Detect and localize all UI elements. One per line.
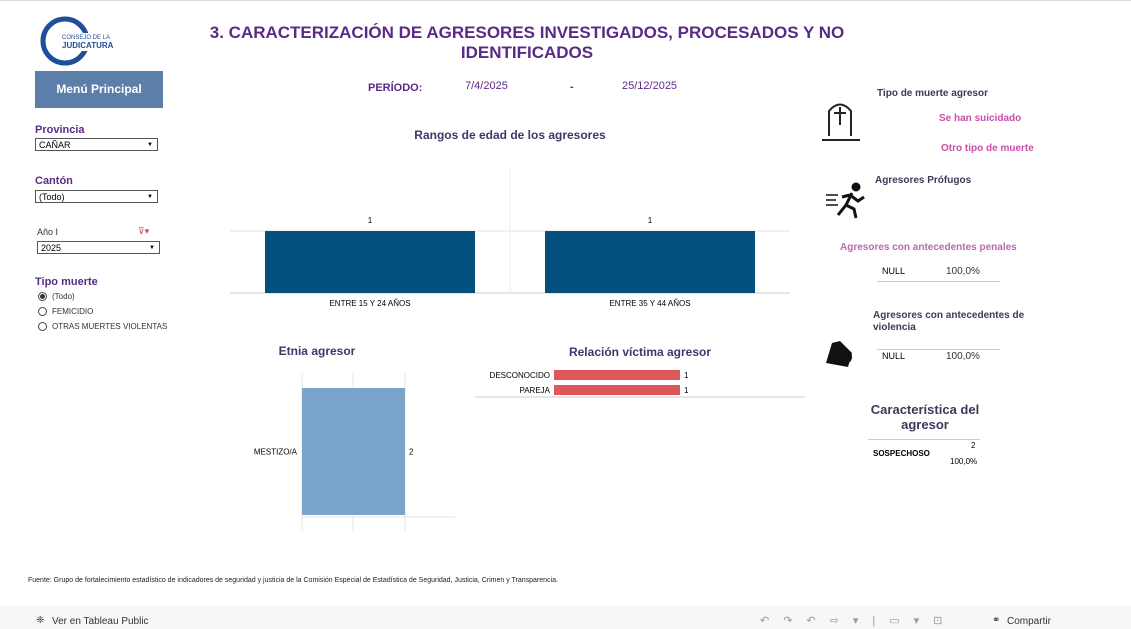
radio-label[interactable]: OTRAS MUERTES VIOLENTAS: [52, 322, 168, 331]
category-label: DESCONOCIDO: [490, 371, 550, 380]
filter-label: Año I: [37, 227, 59, 237]
period-start: 7/4/2025: [465, 80, 508, 92]
radio-label[interactable]: FEMICIDIO: [52, 307, 94, 316]
bar: [265, 231, 475, 293]
footer: Fuente: Grupo de fortalecimiento estadís…: [28, 577, 558, 584]
view-link[interactable]: Ver en Tableau Public: [52, 616, 149, 627]
side-title: Agresores Prófugos: [875, 175, 972, 186]
filter-label: Cantón: [35, 175, 73, 187]
dropdown[interactable]: CAÑAR: [35, 138, 158, 152]
category-label: PAREJA: [519, 386, 550, 395]
radio-label[interactable]: (Todo): [52, 292, 75, 301]
side-title: Característica del agresor: [870, 402, 980, 432]
side-title: Tipo de muerte agresor: [877, 88, 988, 99]
side-item: Se han suicidado: [939, 113, 1022, 124]
radio[interactable]: [38, 292, 47, 301]
logo-line1: CONSEJO DE LA: [62, 35, 110, 41]
category-label: MESTIZO/A: [254, 448, 298, 457]
chart-title: Relación víctima agresor: [569, 345, 711, 359]
dropdown[interactable]: (Todo): [35, 190, 158, 204]
data-label: 1: [368, 216, 373, 225]
row-line: [877, 281, 1000, 282]
side-item: Otro tipo de muerte: [941, 143, 1034, 154]
tombstone-icon: [822, 103, 860, 141]
period-separator: -: [570, 81, 574, 93]
side-title: Agresores con antecedentes penales: [840, 242, 1017, 253]
dropdown[interactable]: 2025: [37, 241, 160, 255]
menu-button-bg[interactable]: [35, 71, 163, 108]
bar: [302, 388, 405, 515]
table-cell: 100,0%: [946, 351, 980, 362]
share-icon[interactable]: ⚭: [992, 615, 1001, 626]
row-line: [868, 439, 980, 440]
logo-line2: JUDICATURA: [62, 41, 114, 50]
table-cell: NULL: [882, 266, 906, 276]
bar: [554, 385, 680, 395]
side-title: Agresores con antecedentes de violencia: [873, 310, 1025, 333]
table-cell: 2: [971, 441, 976, 450]
share-button[interactable]: Compartir: [1007, 616, 1051, 627]
title-text: 3. CARACTERIZACIÓN DE AGRESORES INVESTIG…: [209, 23, 845, 62]
data-label: 1: [648, 216, 653, 225]
period-label: PERÍODO:: [368, 82, 423, 94]
dashboard-title: 3. CARACTERIZACIÓN DE AGRESORES INVESTIG…: [197, 23, 857, 63]
period-end: 25/12/2025: [622, 80, 678, 92]
logo: CONSEJO DE LA JUDICATURA: [40, 16, 122, 66]
table-cell: NULL: [882, 351, 906, 361]
data-label: 2: [409, 448, 414, 457]
chart-title: Rangos de edad de los agresores: [414, 128, 606, 142]
data-label: 1: [684, 386, 689, 395]
bar: [545, 231, 755, 293]
table-cell: SOSPECHOSO: [873, 449, 930, 458]
table-cell: 100,0%: [946, 266, 980, 277]
hands-icon: [826, 341, 852, 367]
table-cell: 100,0%: [950, 457, 978, 466]
radio[interactable]: [38, 322, 47, 331]
toolbar-icons[interactable]: ↶↷↶⇨▾|▭▾⊡: [760, 615, 957, 627]
chart-title: Etnia agresor: [279, 344, 356, 358]
data-label: 1: [684, 371, 689, 380]
radio[interactable]: [38, 307, 47, 316]
filter-icon[interactable]: ⊽▾: [138, 226, 150, 236]
bar: [554, 370, 680, 380]
toolbar-bg: [0, 606, 1131, 629]
category-label: ENTRE 35 Y 44 AÑOS: [609, 299, 690, 308]
filter-label: Provincia: [35, 124, 85, 136]
filter-label: Tipo muerte: [35, 276, 98, 288]
runner-icon: [826, 182, 865, 219]
view-icon[interactable]: ❈: [36, 615, 45, 626]
category-label: ENTRE 15 Y 24 AÑOS: [329, 299, 410, 308]
row-line: [877, 349, 1000, 350]
menu-button[interactable]: Menú Principal: [56, 82, 142, 96]
